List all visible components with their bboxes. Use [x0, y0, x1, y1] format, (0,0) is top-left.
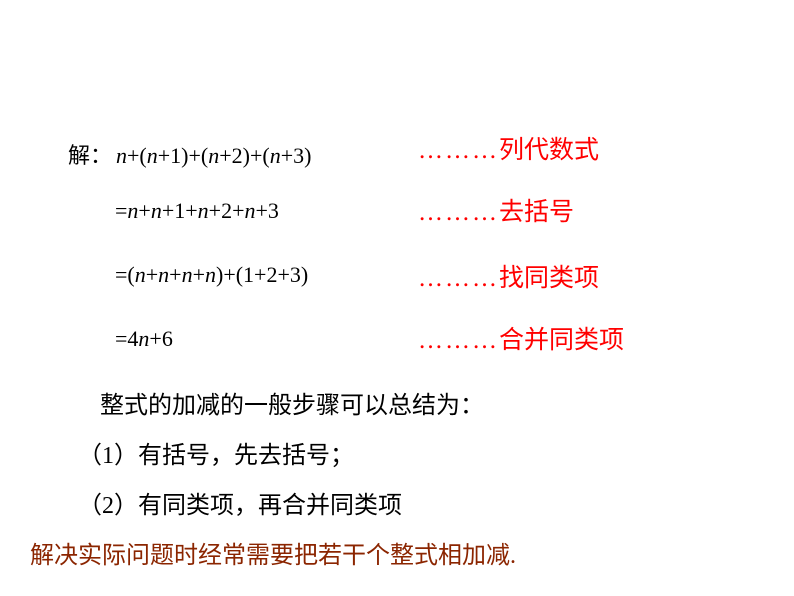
label-1: 列代数式 [499, 137, 599, 164]
solution-line-1-left: 解： n+(n+1)+(n+2)+(n+3) [68, 138, 311, 170]
solution-line-2-right: ………去括号 [418, 192, 574, 228]
solution-line-3-left: =(n+n+n+n)+(1+2+3) [115, 262, 308, 288]
expr-3: =(n+n+n+n)+(1+2+3) [115, 262, 308, 287]
expr-4: =4n+6 [115, 326, 173, 351]
solution-line-2-left: =n+n+1+n+2+n+3 [115, 198, 279, 224]
solution-line-4-right: ………合并同类项 [418, 320, 624, 356]
label-2: 去括号 [499, 199, 574, 226]
dots-2: ……… [418, 199, 499, 226]
label-3: 找同类项 [499, 265, 599, 292]
solution-line-4-left: =4n+6 [115, 326, 173, 352]
solution-line-1-right: ………列代数式 [418, 130, 599, 166]
dots-3: ……… [418, 265, 499, 292]
dots-1: ……… [418, 137, 499, 164]
bottom-note: 解决实际问题时经常需要把若干个整式相加减. [30, 535, 516, 570]
solution-line-3-right: ………找同类项 [418, 258, 599, 294]
dots-4: ……… [418, 327, 499, 354]
step-2: （2）有同类项，再合并同类项 [78, 485, 402, 520]
prefix-label: 解： [68, 143, 112, 168]
label-4: 合并同类项 [499, 327, 624, 354]
step-1: （1）有括号，先去括号； [78, 435, 354, 470]
expr-2: =n+n+1+n+2+n+3 [115, 198, 279, 223]
expr-1: n+(n+1)+(n+2)+(n+3) [116, 143, 311, 168]
summary-line: 整式的加减的一般步骤可以总结为： [100, 385, 484, 420]
